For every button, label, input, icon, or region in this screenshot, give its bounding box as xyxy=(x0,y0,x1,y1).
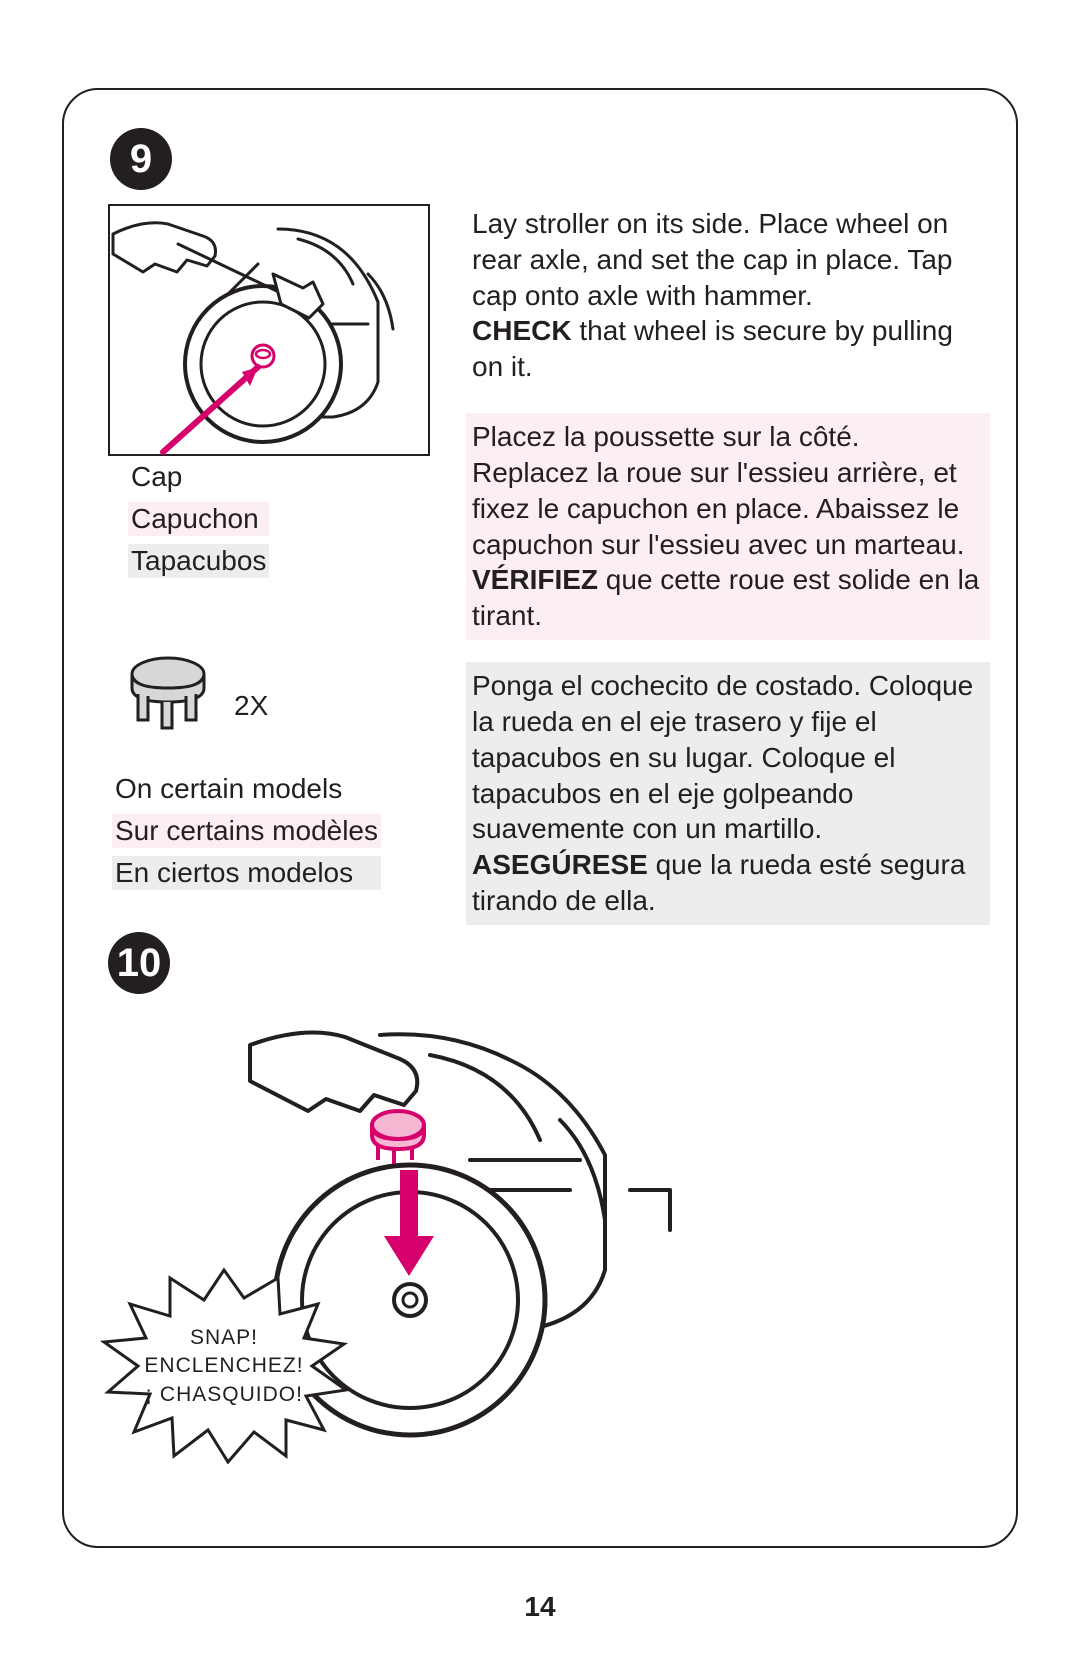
models-note-fr: Sur certains modèles xyxy=(112,814,381,848)
page-number: 14 xyxy=(0,1591,1080,1623)
cap-labels: Cap Capuchon Tapacubos xyxy=(128,460,269,578)
step-number: 10 xyxy=(117,941,162,986)
step-number: 9 xyxy=(130,137,152,182)
instruction-es: Ponga el cochecito de costado. Coloque l… xyxy=(466,662,990,925)
models-note-en: On certain models xyxy=(112,772,381,806)
step-number-badge: 10 xyxy=(108,932,170,994)
models-note: On certain models Sur certains modèles E… xyxy=(112,772,381,890)
hubcap-part-icon xyxy=(126,644,210,734)
cap-label-fr: Capuchon xyxy=(128,502,269,536)
step9-illustration xyxy=(108,204,430,456)
step-number-badge: 9 xyxy=(110,128,172,190)
instruction-en: Lay stroller on its side. Place wheel on… xyxy=(466,200,990,391)
models-note-es: En ciertos modelos xyxy=(112,856,381,890)
instruction-fr: Placez la poussette sur la côté. Replace… xyxy=(466,413,990,640)
snap-callout: SNAP! ENCLENCHEZ! ¡ CHASQUIDO! xyxy=(94,1264,354,1464)
part-quantity-row: 2X xyxy=(126,644,268,734)
step9-instructions: Lay stroller on its side. Place wheel on… xyxy=(466,200,990,925)
cap-label-en: Cap xyxy=(128,460,269,494)
snap-text: SNAP! ENCLENCHEZ! ¡ CHASQUIDO! xyxy=(114,1324,334,1409)
part-quantity: 2X xyxy=(234,690,268,734)
cap-label-es: Tapacubos xyxy=(128,544,269,578)
